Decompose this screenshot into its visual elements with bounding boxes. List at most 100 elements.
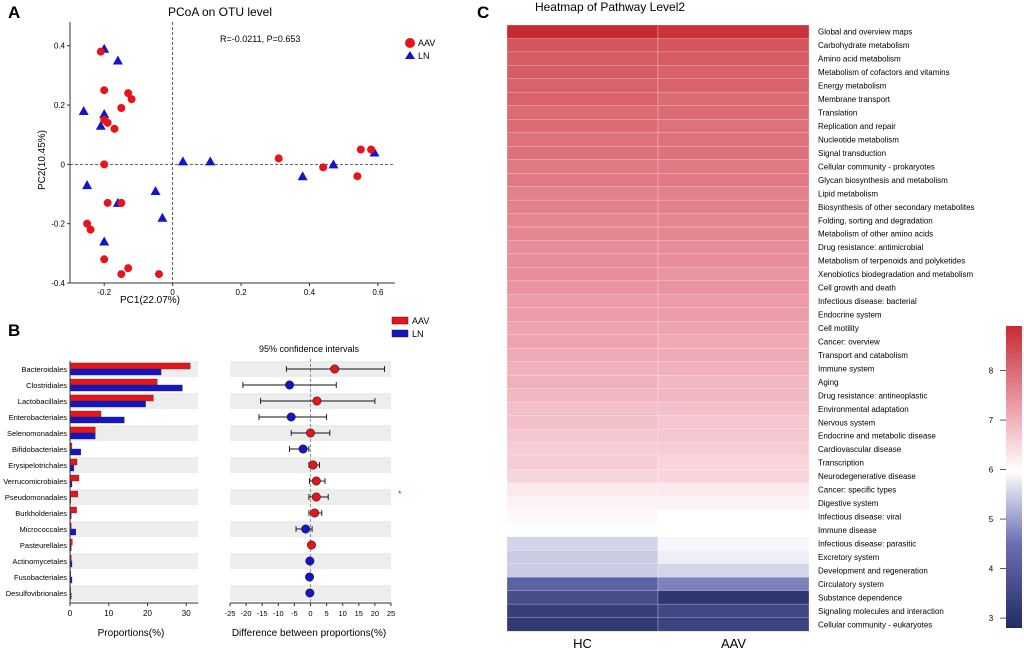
heatmap-cell-hc: [506, 469, 659, 484]
heatmap-row-label: Nervous system: [818, 418, 876, 427]
pcoa-point-ln: [157, 212, 168, 222]
proportions-bar-aav: [69, 458, 78, 466]
heatmap-cell-aav: [657, 226, 810, 241]
heatmap-cell-hc: [506, 442, 659, 457]
heatmap-cell-aav: [657, 496, 810, 511]
heatmap-row-label: Cellular community - eukaryotes: [818, 620, 932, 629]
ci-x-tick-label: 0: [308, 609, 312, 618]
heatmap-cells: [506, 24, 810, 632]
ci-point-aav: [308, 460, 318, 470]
heatmap-row-label: Infectious disease: parasitic: [818, 539, 916, 548]
pcoa-point-ln: [177, 156, 188, 166]
heatmap-cell-aav: [657, 186, 810, 201]
heatmap-cell-aav: [657, 240, 810, 255]
pcoa-y-tick-label: 0.4: [54, 42, 66, 51]
heatmap-row-label: Cell motility: [818, 324, 859, 333]
proportions-row-bg: [70, 489, 198, 505]
pcoa-axes: -0.2 0 0.2 0.4 0.6 -0.4 -0.2 0 0.2 0.4: [51, 22, 395, 297]
proportions-bar-ln: [69, 528, 77, 536]
heatmap-cell-hc: [506, 105, 659, 120]
pcoa-x-tick-label: 0.6: [372, 288, 384, 297]
legend-ln-label: LN: [418, 51, 430, 61]
ci-legend-ln-label: LN: [412, 329, 424, 339]
panel-a: A PCoA on OTU level R=-0.0211, P=0.653 P…: [8, 3, 435, 306]
heatmap-cell-aav: [657, 132, 810, 147]
proportions-x-tick-label: 30: [182, 609, 191, 618]
heatmap-row-label: Xenobiotics biodegradation and metabolis…: [818, 270, 974, 279]
ci-marks: [242, 364, 386, 598]
heatmap-row-label: Infectious disease: bacterial: [818, 297, 917, 306]
pcoa-x-label: PC1(22.07%): [120, 295, 180, 306]
proportions-category-label: Micrococcales: [19, 525, 67, 534]
heatmap-row-label: Carbohydrate metabolism: [818, 41, 910, 50]
heatmap-cell-aav: [657, 294, 810, 309]
heatmap-cell-hc: [506, 307, 659, 322]
pcoa-y-label: PC2(10.45%): [37, 130, 48, 190]
proportions-category-label: Pseudomonadales: [5, 493, 67, 502]
heatmap-cell-hc: [506, 24, 659, 39]
ci-legend-ln-swatch: [391, 329, 409, 338]
proportions-x-tick-label: 0: [68, 609, 73, 618]
heatmap-cell-hc: [506, 550, 659, 565]
ci-x-label: Difference between proportions(%): [232, 628, 386, 639]
heatmap-cell-hc: [506, 334, 659, 349]
heatmap-cell-aav: [657, 38, 810, 53]
pcoa-point-aav: [117, 198, 126, 207]
pcoa-point-ln: [205, 156, 216, 166]
pcoa-x-tick-label: 0.4: [304, 288, 316, 297]
proportions-bar-ln: [69, 384, 183, 392]
pcoa-x-tick-label: -0.2: [97, 288, 111, 297]
heatmap-title: Heatmap of Pathway Level2: [535, 0, 685, 14]
pcoa-point-ln: [99, 236, 110, 246]
heatmap-row-label: Immune system: [818, 364, 875, 373]
heatmap-cell-aav: [657, 307, 810, 322]
heatmap-cell-aav: [657, 469, 810, 484]
heatmap-cell-aav: [657, 105, 810, 120]
pcoa-point-aav: [83, 219, 92, 228]
proportions-category-label: Selenomonadales: [7, 429, 67, 438]
proportions-category-label: Desulfovibrionales: [6, 589, 68, 598]
ci-point-ln: [305, 588, 315, 598]
heatmap-row-label: Neurodegenerative disease: [818, 472, 916, 481]
heatmap-row-label: Cancer: overview: [818, 337, 880, 346]
heatmap-row-label: Biosynthesis of other secondary metaboli…: [818, 203, 975, 212]
heatmap-cell-aav: [657, 159, 810, 174]
heatmap-row-label: Transport and catabolism: [818, 351, 908, 360]
heatmap-cell-hc: [506, 132, 659, 147]
proportions-axis: 0 10 20 30: [68, 361, 198, 618]
pcoa-y-tick-label: -0.4: [51, 279, 65, 288]
heatmap-cell-aav: [657, 563, 810, 578]
heatmap-column-label: AAV: [721, 636, 746, 651]
pcoa-y-tick-label: 0.2: [54, 101, 66, 110]
ci-point-ln: [285, 380, 295, 390]
pcoa-point-aav: [100, 160, 109, 169]
heatmap-cell-hc: [506, 603, 659, 618]
heatmap-cell-hc: [506, 415, 659, 430]
heatmap-cell-hc: [506, 523, 659, 538]
ci-x-tick-label: 5: [325, 609, 329, 618]
heatmap-cell-hc: [506, 159, 659, 174]
heatmap-cell-hc: [506, 213, 659, 228]
legend-aav-circle-icon: [405, 38, 415, 48]
pcoa-point-ln: [112, 55, 123, 65]
heatmap-row-label: Substance dependence: [818, 593, 903, 602]
colorbar-tick-label: 6: [989, 466, 994, 475]
heatmap-cell-hc: [506, 294, 659, 309]
proportions-row-bg: [70, 585, 198, 601]
ci-point-ln: [305, 572, 315, 582]
heatmap-cell-hc: [506, 482, 659, 497]
pcoa-point-ln: [369, 147, 380, 157]
heatmap-cell-hc: [506, 361, 659, 376]
ci-legend: AAV LN: [391, 316, 429, 339]
heatmap-row-label: Metabolism of other amino acids: [818, 230, 933, 239]
ci-point-aav: [312, 396, 322, 406]
proportions-bar-ln: [69, 448, 82, 456]
colorbar-tick-label: 7: [989, 416, 994, 425]
heatmap-cell-hc: [506, 496, 659, 511]
heatmap-cell-aav: [657, 213, 810, 228]
ci-x-tick-label: -25: [225, 609, 236, 618]
heatmap-cell-hc: [506, 509, 659, 524]
heatmap-cell-aav: [657, 361, 810, 376]
pcoa-point-aav: [356, 145, 365, 154]
